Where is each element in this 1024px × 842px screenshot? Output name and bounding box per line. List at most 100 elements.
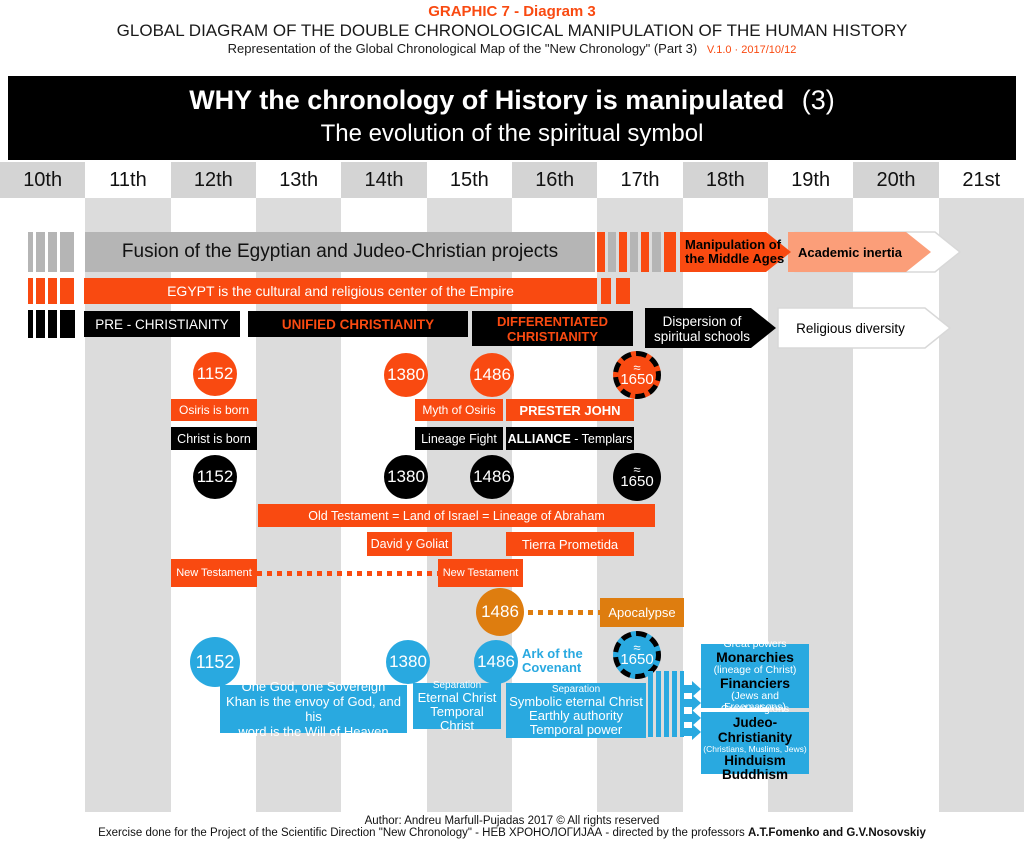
fusion-dash <box>28 232 33 272</box>
powers-line: (lineage of Christ) <box>713 664 797 676</box>
century-header-17th: 17th <box>597 162 683 198</box>
column-stripe <box>768 198 854 812</box>
blue-box-line: Earthly authority <box>529 708 623 723</box>
century-header-18th: 18th <box>682 162 768 198</box>
alliance-rest: - Templars <box>570 431 633 446</box>
subtitle-text: Representation of the Global Chronologic… <box>227 40 698 56</box>
dispersion-label: Dispersion of spiritual schools <box>653 314 751 344</box>
great-powers-box: Great powers Monarchies (lineage of Chri… <box>701 639 809 713</box>
approx-symbol: ≈ <box>633 462 641 477</box>
century-header-15th: 15th <box>426 162 512 198</box>
century-header-10th: 10th <box>0 162 86 198</box>
event-label-myth-osiris: Myth of Osiris <box>415 399 503 421</box>
egypt-dash <box>616 278 630 304</box>
david-goliat-box: David y Goliat <box>367 532 452 556</box>
egypt-dash <box>48 278 57 304</box>
fusion-dash-orange <box>619 232 627 272</box>
tierra-prometida-box: Tierra Prometida <box>506 532 634 556</box>
event-label-alliance-templars: ALLIANCE - Templars <box>506 427 634 450</box>
powers-line: Monarchies <box>716 649 794 665</box>
fusion-dash <box>60 232 74 272</box>
version-date: V.1.0 · 2017/10/12 <box>706 43 797 56</box>
blue-box-separation-power: Separation Symbolic eternal Christ Earth… <box>506 683 646 738</box>
fusion-dash-orange <box>641 232 649 272</box>
gear-badge-1650-black: ≈ 1650 <box>613 453 661 501</box>
graphic-label: GRAPHIC 7 - Diagram 3 <box>428 3 596 20</box>
century-header-20th: 20th <box>853 162 939 198</box>
date-badge-1380-orange: 1380 <box>384 353 428 397</box>
blue-pipe <box>656 671 661 737</box>
differentiated-christianity-bar: DIFFERENTIATED CHRISTIANITY <box>472 311 633 346</box>
gear-year: 1650 <box>620 473 654 490</box>
title-banner: WHY the chronology of History is manipul… <box>8 76 1016 160</box>
fusion-dash-orange <box>597 232 605 272</box>
banner-subtitle: The evolution of the spiritual symbol <box>320 120 704 147</box>
pre-christianity-bar: PRE - CHRISTIANITY <box>84 311 240 337</box>
ark-covenant-label: Ark of the Covenant <box>522 646 583 675</box>
blue-pipe <box>680 671 684 737</box>
document-subtitle: Representation of the Global Chronologic… <box>0 40 1024 57</box>
manipulation-label: Manipulation of the Middle Ages <box>685 237 785 266</box>
blue-pipe <box>648 671 653 737</box>
footer-line2: Exercise done for the Project of the Sci… <box>0 827 1024 839</box>
old-testament-bar: Old Testament = Land of Israel = Lineage… <box>258 504 655 527</box>
fusion-dash <box>36 232 45 272</box>
date-badge-1152-blue: 1152 <box>190 637 240 687</box>
christianity-dash <box>48 310 57 338</box>
date-badge-1486-blue: 1486 <box>474 640 518 684</box>
date-badge-1486-apocalypse: 1486 <box>476 588 524 636</box>
blue-box-line: Symbolic eternal Christ <box>509 694 643 709</box>
religious-diversity-label: Religious diversity <box>796 321 905 336</box>
event-label-christ-born: Christ is born <box>171 427 257 450</box>
column-stripe <box>938 198 1024 812</box>
date-badge-1380-black: 1380 <box>384 455 428 499</box>
blue-box-line: Temporal power <box>529 722 623 737</box>
date-badge-1152-black: 1152 <box>193 455 237 499</box>
footer-line1: Author: Andreu Marfull-Pujadas 2017 © Al… <box>364 815 660 827</box>
flow-arrow-icon <box>684 695 701 711</box>
gear-year: 1650 <box>620 371 654 388</box>
banner-title: WHY the chronology of History is manipul… <box>8 85 1016 116</box>
flow-arrow-icon <box>684 710 701 726</box>
gear-badge-1650-orange: ≈ 1650 <box>613 351 661 399</box>
religions-line: Hinduism <box>724 753 786 768</box>
century-header-21st: 21st <box>938 162 1024 198</box>
powers-line: Great powers <box>723 638 787 650</box>
date-badge-1152-orange: 1152 <box>193 352 237 396</box>
century-header-19th: 19th <box>768 162 854 198</box>
approx-symbol: ≈ <box>633 640 641 655</box>
flow-arrow-icon <box>684 681 701 697</box>
blue-box-line: Separation <box>551 684 601 695</box>
date-badge-1486-orange: 1486 <box>470 353 514 397</box>
powers-line: (Jews and Freemasons) <box>724 690 786 713</box>
fusion-dash <box>48 232 57 272</box>
gear-badge-1650-blue: ≈ 1650 <box>613 631 661 679</box>
new-testament-left-box: New Testament <box>171 559 257 587</box>
footer-line2-text: Exercise done for the Project of the Sci… <box>98 827 748 839</box>
fusion-dash-orange <box>664 232 676 272</box>
blue-box-line: Temporal Christ <box>430 703 484 733</box>
egypt-dash <box>601 278 611 304</box>
footer-line2-authors: A.T.Fomenko and G.V.Nosovskiy <box>747 827 926 839</box>
date-badge-1380-blue: 1380 <box>386 640 430 684</box>
new-testament-right-box: New Testament <box>438 559 523 587</box>
apocalypse-box: Apocalypse <box>600 598 684 627</box>
flow-arrow-icon <box>684 724 701 740</box>
blue-box-separation-christ: Separation Eternal Christ Temporal Chris… <box>413 680 501 732</box>
religions-line: Buddhism <box>722 767 788 782</box>
fusion-dash <box>630 232 638 272</box>
fusion-bar: Fusion of the Egyptian and Judeo-Christi… <box>85 232 595 272</box>
gear-year: 1650 <box>620 651 654 668</box>
alliance-bold: ALLIANCE <box>507 431 571 446</box>
christianity-dash <box>60 310 75 338</box>
banner-title-number: (3) <box>801 85 835 115</box>
century-header-12th: 12th <box>170 162 256 198</box>
egypt-dash <box>60 278 74 304</box>
religions-line: Great religions <box>720 703 790 715</box>
blue-box-line: Khan is the envoy of God, and his <box>226 694 401 724</box>
great-religions-box: Great religions Judeo-Christianity (Chri… <box>701 704 809 782</box>
blue-box-line: word is the Will of Heaven <box>238 724 389 739</box>
academic-inertia-label: Academic inertia <box>797 245 903 260</box>
century-header-16th: 16th <box>512 162 598 198</box>
